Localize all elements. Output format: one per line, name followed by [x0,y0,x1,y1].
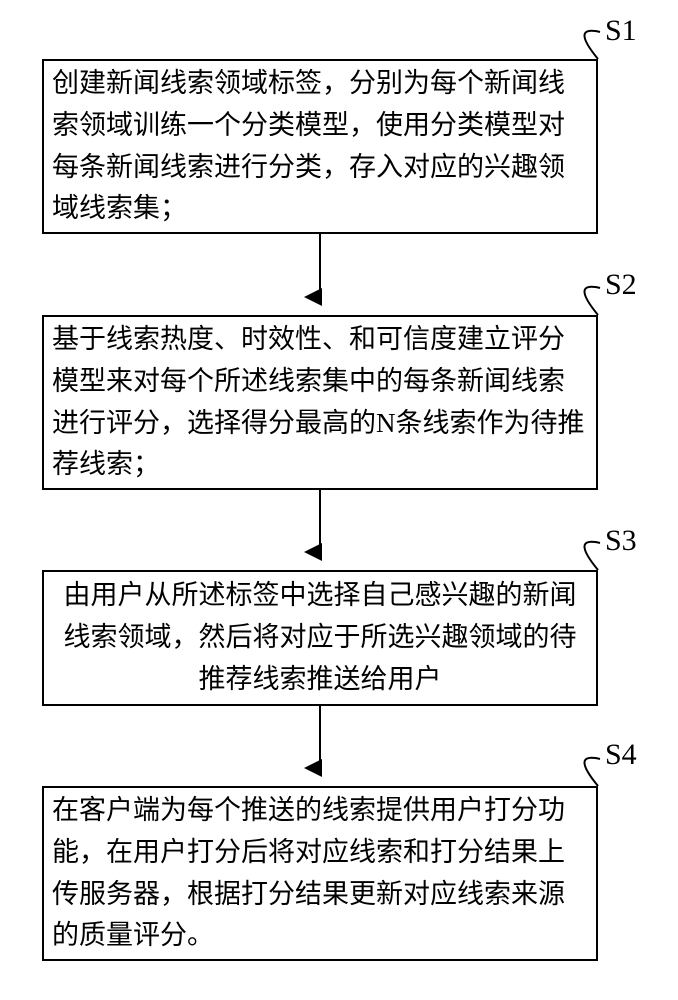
flow-step-text: 创建新闻线索领域标签，分别为每个新闻线索领域训练一个分类模型，使用分类模型对每条… [52,63,588,230]
step-label-s4: S4 [605,738,637,772]
step-label-s3: S3 [605,524,637,558]
label-leader [584,758,600,786]
flow-step-text: 在客户端为每个推送的线索提供用户打分功能，在用户打分后将对应线索和打分结果上传服… [52,790,588,957]
label-leader [584,287,600,315]
flow-step-b3: 由用户从所述标签中选择自己感兴趣的新闻线索领域，然后将对应于所选兴趣领域的待推荐… [42,570,598,706]
label-leader [584,542,600,570]
flow-step-b1: 创建新闻线索领域标签，分别为每个新闻线索领域训练一个分类模型，使用分类模型对每条… [42,59,598,234]
flow-step-b4: 在客户端为每个推送的线索提供用户打分功能，在用户打分后将对应线索和打分结果上传服… [42,786,598,961]
label-leader [584,31,600,59]
flow-step-text: 由用户从所述标签中选择自己感兴趣的新闻线索领域，然后将对应于所选兴趣领域的待推荐… [52,575,588,701]
flow-step-text: 基于线索热度、时效性、和可信度建立评分模型来对每个所述线索集中的每条新闻线索进行… [52,319,588,486]
flow-step-b2: 基于线索热度、时效性、和可信度建立评分模型来对每个所述线索集中的每条新闻线索进行… [42,315,598,490]
step-label-s1: S1 [605,14,637,48]
step-label-s2: S2 [605,268,637,302]
